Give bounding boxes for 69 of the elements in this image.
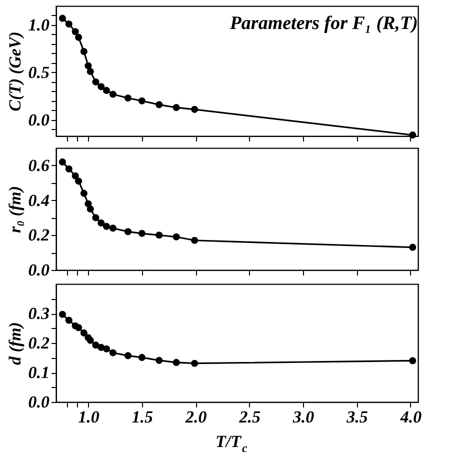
point	[172, 233, 180, 240]
point	[86, 68, 94, 76]
y-tick-label: 0.3	[28, 304, 50, 323]
point	[109, 90, 116, 98]
x-tick-label: 4.0	[399, 408, 422, 426]
y-tick-label: 1.0	[28, 15, 50, 34]
point	[84, 62, 92, 70]
point	[92, 214, 100, 222]
point	[156, 101, 163, 108]
point	[409, 357, 416, 364]
point	[124, 228, 132, 236]
point	[172, 104, 180, 112]
x-tick-label: 3.5	[346, 408, 368, 426]
x-tick-label: 1.5	[132, 408, 154, 426]
x-tick-label: 2.0	[184, 408, 208, 426]
point	[65, 316, 72, 324]
point	[138, 354, 146, 361]
point	[75, 178, 82, 185]
point	[102, 345, 110, 352]
point	[80, 48, 88, 56]
point	[65, 165, 72, 172]
point	[58, 310, 66, 318]
point	[172, 358, 180, 366]
point	[72, 172, 79, 180]
y-tick-label: 0.2	[28, 226, 50, 245]
point	[58, 14, 66, 22]
point	[138, 97, 146, 104]
point	[409, 132, 416, 139]
y-tick-label: 0.0	[28, 260, 50, 280]
point	[156, 356, 163, 364]
point	[58, 158, 66, 166]
point	[86, 205, 94, 213]
y-tick-label: 0.5	[28, 62, 50, 82]
y-axis-title: r₀ (fm)	[5, 186, 24, 233]
point	[86, 336, 94, 344]
x-tick-label: 1.0	[78, 408, 100, 426]
point	[124, 352, 132, 360]
point	[80, 190, 88, 197]
y-axis-title: d (fm)	[5, 322, 24, 365]
point	[75, 324, 82, 332]
point	[80, 329, 88, 336]
point	[72, 28, 79, 36]
point	[98, 219, 105, 226]
point	[102, 222, 110, 230]
point	[409, 244, 416, 251]
y-tick-label: 0.2	[28, 334, 50, 352]
y-tick-label: 0.4	[28, 190, 50, 210]
point	[75, 34, 82, 41]
point	[92, 78, 100, 86]
point	[156, 232, 163, 239]
point	[191, 236, 198, 244]
annotation: Parameters for F₁ (R,T)	[228, 13, 418, 34]
x-tick-label: 3.0	[292, 408, 315, 426]
x-tick-label: 2.5	[238, 408, 261, 426]
point	[98, 83, 105, 90]
y-tick-label: 0.0	[28, 392, 50, 412]
point	[124, 94, 132, 102]
y-tick-label: 0.1	[28, 363, 50, 382]
point	[138, 230, 146, 237]
point	[109, 224, 116, 232]
y-tick-label: 0.6	[28, 156, 50, 175]
point	[109, 349, 116, 356]
point	[92, 342, 100, 349]
point	[191, 360, 198, 367]
y-axis-title: C(T) (GeV)	[5, 32, 24, 112]
point	[102, 86, 110, 94]
point	[191, 106, 198, 113]
y-tick-label: 0.0	[28, 110, 50, 130]
point	[65, 20, 72, 28]
